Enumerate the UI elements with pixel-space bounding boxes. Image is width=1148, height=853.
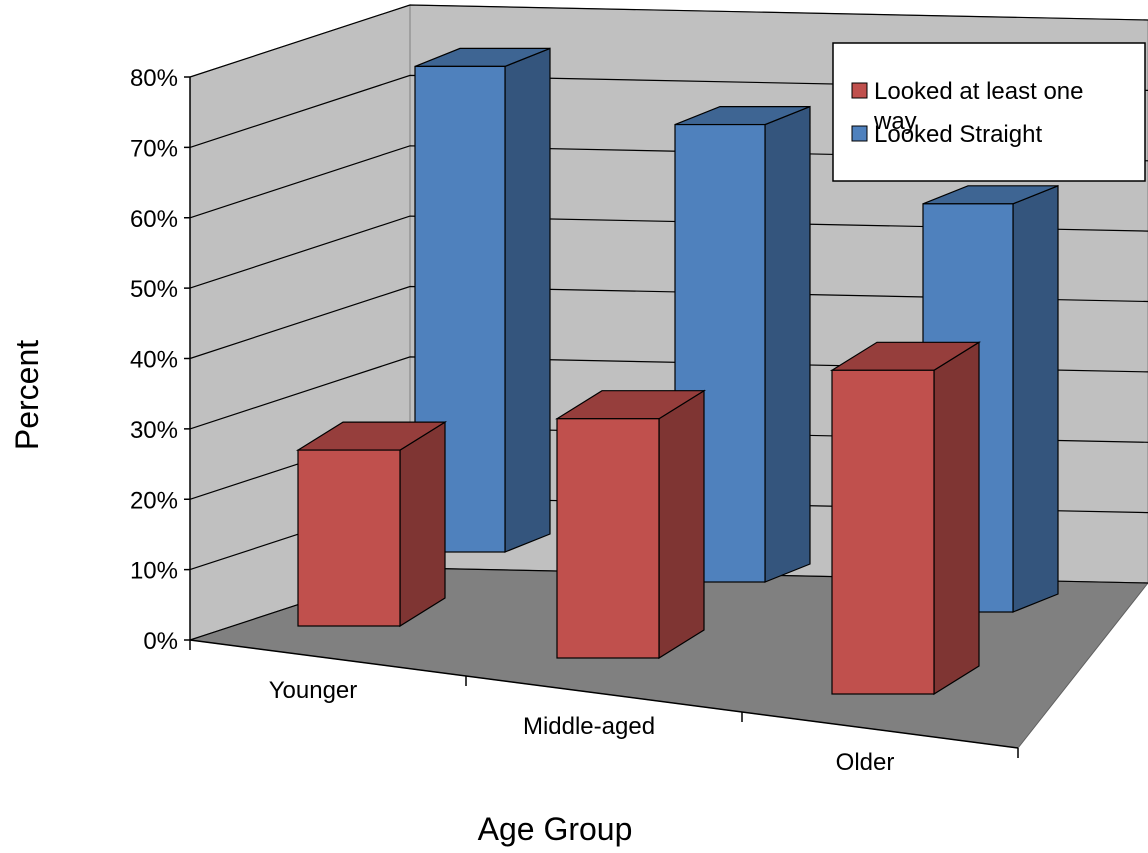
axes xyxy=(184,76,1019,758)
legend-swatch-series-1 xyxy=(851,82,868,99)
legend-label-series-2: Looked Straight xyxy=(874,121,1042,148)
bar-series-1-1 xyxy=(295,421,448,628)
bar-series-2-2-side xyxy=(764,105,811,583)
x-tick-label: Middle-aged xyxy=(523,713,655,740)
y-tick-label: 40% xyxy=(130,347,178,374)
legend-label-series-1-line-2: way xyxy=(873,108,917,135)
y-tick-label: 10% xyxy=(130,558,178,585)
bar-series-1-2-front xyxy=(556,418,660,659)
y-tick-label: 70% xyxy=(130,135,178,162)
y-tick-label: 0% xyxy=(143,628,178,655)
x-axis-title: Age Group xyxy=(478,811,633,847)
y-tick-label: 30% xyxy=(130,417,178,444)
legend-box xyxy=(832,42,1146,182)
bar-series-2-3-side xyxy=(1012,184,1059,613)
legend-label-series-1-line-1: Looked at least one xyxy=(874,78,1084,105)
x-axis-line xyxy=(189,639,1019,749)
bar-series-1-3-side xyxy=(933,341,980,696)
x-tick-label: Younger xyxy=(269,677,358,704)
y-tick-label: 60% xyxy=(130,206,178,233)
y-axis-title: Percent xyxy=(9,340,45,450)
bars xyxy=(295,47,1059,696)
legend-label-series-1: Looked at least one way xyxy=(873,78,1090,135)
legend-swatch-series-2 xyxy=(851,125,868,142)
y-tick-label: 80% xyxy=(130,65,178,92)
bar-series-1-2 xyxy=(554,389,707,660)
bar-series-2-1-side xyxy=(504,47,551,553)
bar-series-1-2-side xyxy=(658,389,705,660)
gridline xyxy=(189,215,1148,289)
x-tick-label: Older xyxy=(836,749,895,776)
axis-labels: 0% 10% 20% 30% 40% 50% 60% 70% 80% Younger Middle-… xyxy=(130,65,894,776)
legend: Looked at least one way Looked Straight xyxy=(832,42,1146,182)
bar-series-1-3 xyxy=(829,341,982,696)
y-tick-label: 50% xyxy=(130,276,178,303)
bar-series-1-1-front xyxy=(297,449,401,627)
gridline xyxy=(189,285,1148,360)
gridline xyxy=(189,4,1148,78)
bar-series-1-1-side xyxy=(399,421,446,628)
bar-series-1-3-front xyxy=(831,369,935,695)
y-tick-label: 20% xyxy=(130,487,178,514)
